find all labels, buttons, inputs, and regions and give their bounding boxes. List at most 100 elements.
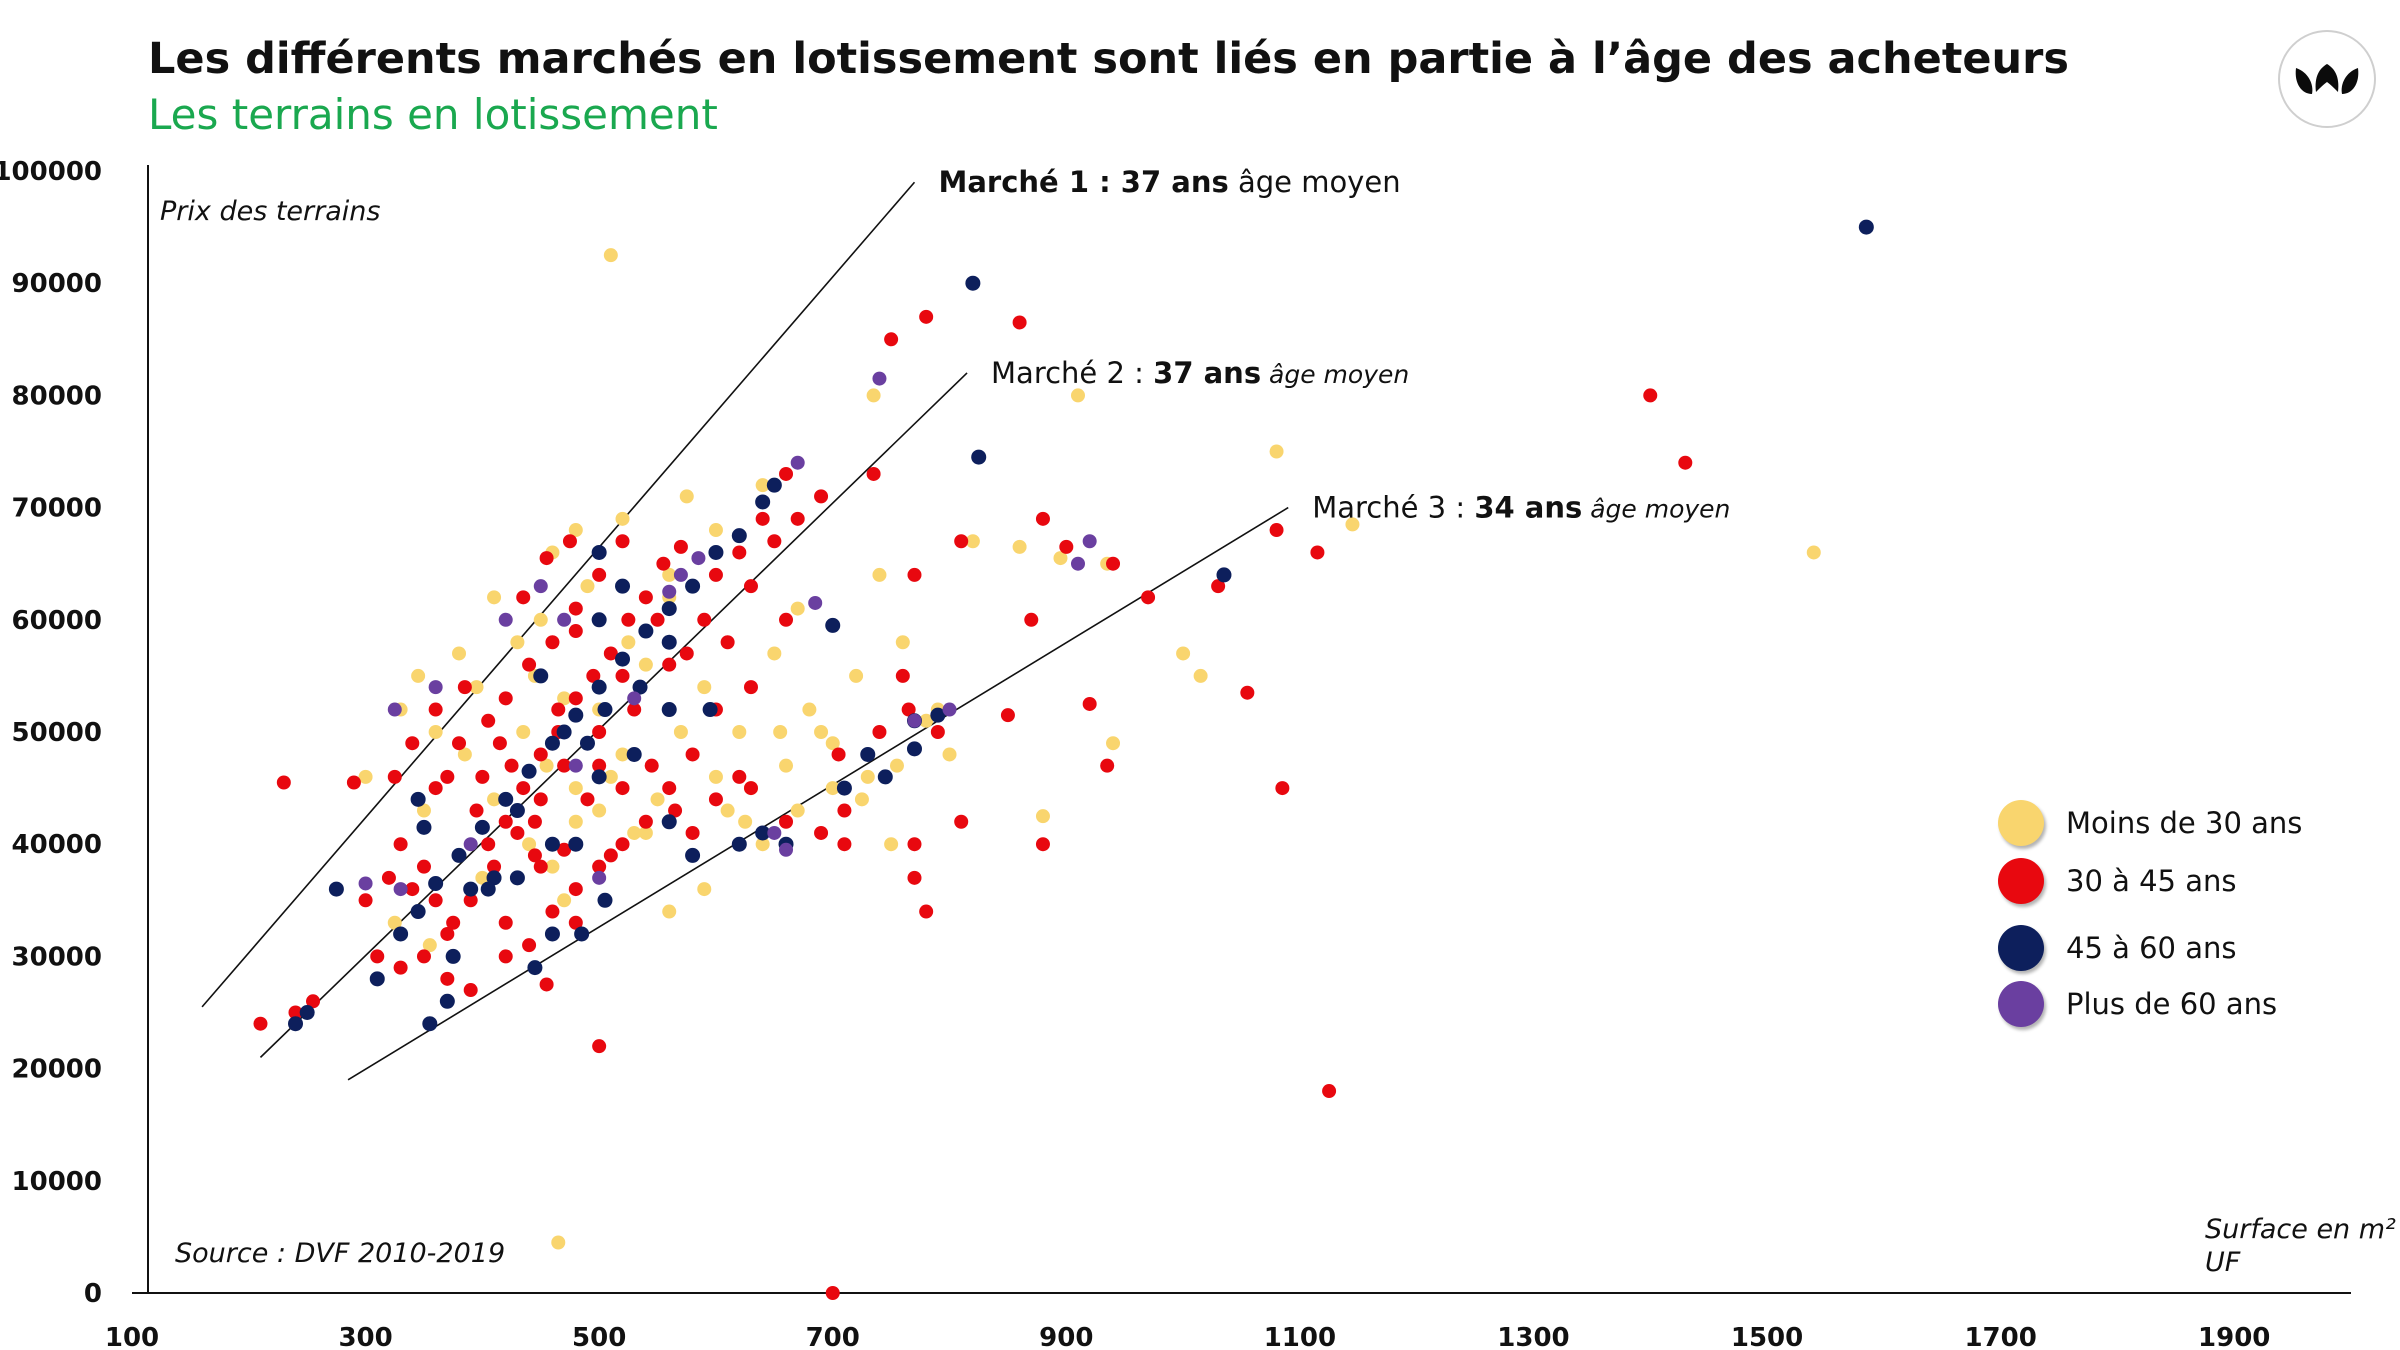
data-point	[544, 836, 560, 852]
data-point	[522, 837, 537, 852]
data-point	[469, 680, 484, 695]
data-point	[773, 725, 788, 739]
data-point	[428, 702, 443, 717]
data-point	[422, 938, 437, 953]
data-point	[463, 881, 479, 897]
data-point	[615, 511, 630, 526]
data-point	[779, 466, 794, 481]
data-point	[492, 736, 507, 751]
data-point	[440, 769, 455, 784]
data-point	[475, 769, 490, 784]
data-point	[410, 904, 426, 920]
series-<30	[358, 248, 1821, 1250]
data-point	[580, 579, 595, 594]
data-point	[825, 617, 841, 633]
data-point	[837, 837, 852, 852]
data-point	[592, 758, 607, 773]
data-point	[779, 612, 794, 627]
data-point	[522, 657, 537, 672]
data-point	[638, 590, 653, 605]
data-point	[1024, 612, 1039, 627]
data-point	[516, 725, 531, 739]
data-point	[895, 668, 910, 683]
data-point	[1012, 539, 1027, 554]
data-point	[428, 781, 443, 796]
data-point	[615, 651, 631, 667]
x-tick-label: 900	[1039, 1323, 1093, 1350]
x-tick-label: 1100	[1264, 1323, 1336, 1350]
data-point	[516, 590, 531, 605]
data-point	[656, 556, 671, 571]
data-point	[416, 949, 431, 964]
data-point	[662, 567, 677, 582]
data-point	[1059, 539, 1074, 554]
data-point	[1035, 837, 1050, 852]
data-point	[720, 803, 735, 818]
data-point	[615, 747, 630, 762]
data-point	[405, 882, 420, 897]
y-tick-label: 60000	[12, 606, 102, 636]
data-point	[872, 725, 887, 739]
data-point	[299, 1005, 315, 1020]
data-point	[872, 567, 887, 582]
y-tick-label: 100000	[0, 157, 102, 187]
data-point	[510, 825, 525, 840]
data-point	[732, 769, 747, 784]
data-point	[480, 881, 496, 897]
data-points	[253, 219, 1874, 1300]
trendline-label-2: Marché 2 : 37 ans âge moyen	[991, 356, 1409, 390]
data-point	[591, 544, 607, 560]
data-point	[877, 769, 893, 785]
data-point	[557, 842, 572, 857]
x-tick-label: 1700	[1964, 1323, 2036, 1350]
x-tick-label: 300	[338, 1323, 392, 1350]
data-point	[428, 725, 443, 739]
data-point	[738, 814, 753, 829]
x-tick-labels: 100 300 500 700 900 1100 1300 1500 1700 1900	[105, 1323, 2271, 1350]
data-point	[720, 635, 735, 650]
legend-item-under-30: Moins de 30 ans	[1998, 800, 2302, 846]
data-point	[557, 758, 572, 773]
legend-swatch	[1998, 925, 2044, 971]
leaves-logo-icon	[2295, 64, 2359, 94]
data-point	[387, 702, 402, 717]
data-point	[533, 612, 548, 627]
data-point	[509, 803, 525, 819]
data-point	[1322, 1084, 1337, 1099]
data-point	[469, 803, 484, 818]
data-point	[907, 870, 922, 885]
data-point	[487, 590, 502, 605]
data-point	[457, 747, 472, 762]
data-point	[766, 477, 782, 493]
legend-item-45-60: 45 à 60 ans	[1998, 925, 2237, 971]
y-tick-label: 90000	[12, 269, 102, 299]
data-point	[1193, 668, 1208, 683]
data-point	[1100, 758, 1115, 773]
data-point	[906, 741, 922, 757]
data-point	[662, 781, 677, 796]
data-point	[522, 938, 537, 953]
data-point	[592, 725, 607, 739]
x-tick-label: 1300	[1497, 1323, 1569, 1350]
data-point	[837, 803, 852, 818]
data-point	[790, 455, 805, 470]
data-point	[679, 646, 694, 661]
data-point	[557, 893, 572, 908]
data-point	[592, 870, 607, 885]
data-point	[790, 803, 805, 818]
data-point	[393, 837, 408, 852]
data-point	[860, 769, 875, 784]
data-point	[661, 634, 677, 650]
data-point	[954, 814, 969, 829]
data-point	[638, 657, 653, 672]
data-point	[387, 915, 402, 930]
legend-item-30-45: 30 à 45 ans	[1998, 858, 2237, 904]
data-point	[825, 781, 840, 796]
data-point	[767, 646, 782, 661]
data-point	[276, 775, 291, 790]
data-point	[527, 814, 542, 829]
data-point	[474, 819, 490, 835]
data-point	[872, 371, 887, 386]
data-point	[498, 612, 513, 627]
data-point	[481, 837, 496, 852]
